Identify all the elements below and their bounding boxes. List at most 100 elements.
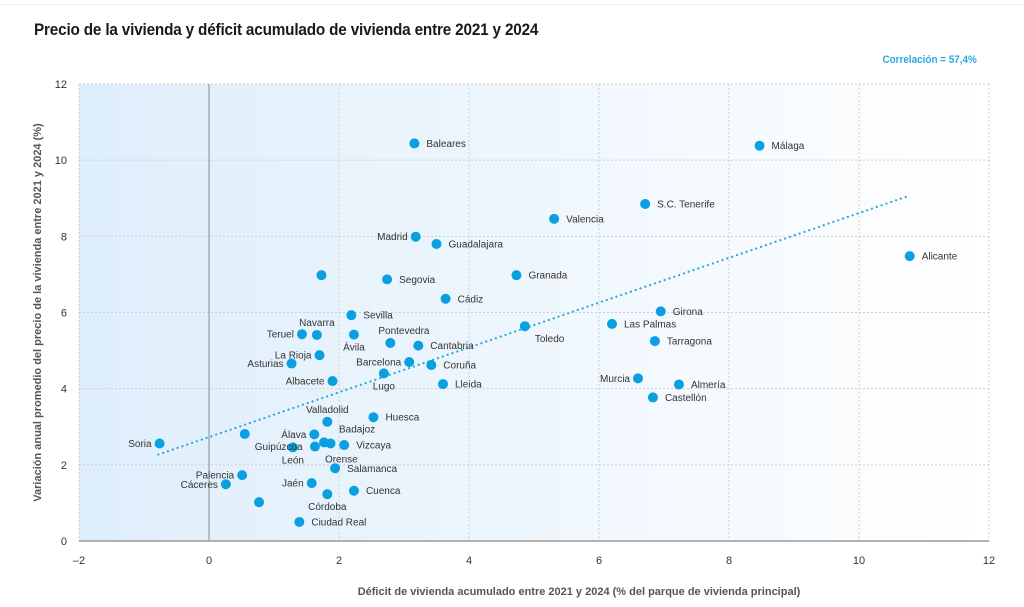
x-tick-label: 6 (596, 555, 602, 567)
data-point (413, 340, 424, 351)
point-label: Alicante (922, 252, 958, 263)
data-point (237, 470, 248, 481)
point-label: S.C. Tenerife (657, 199, 715, 210)
point-label: Albacete (286, 377, 325, 388)
data-point (296, 329, 307, 340)
point-label: Cádiz (458, 294, 484, 305)
data-point (549, 213, 560, 224)
data-point (431, 238, 442, 249)
data-point (754, 140, 765, 151)
point-label: Tarragona (667, 337, 712, 348)
point-label: Las Palmas (624, 319, 676, 330)
data-point (309, 429, 320, 440)
data-point (309, 441, 320, 452)
y-axis-title: Variación anual promedio del precio de l… (32, 123, 44, 502)
data-point (348, 329, 359, 340)
point-label: Palencia (196, 471, 235, 482)
point-label: Segovia (399, 275, 436, 286)
point-label: Lleida (455, 380, 482, 391)
point-label: Girona (673, 307, 703, 318)
data-point (330, 463, 341, 474)
data-point (286, 358, 297, 369)
point-label: Coruña (443, 361, 476, 372)
x-tick-label: 8 (726, 555, 732, 567)
point-label: Castellón (665, 393, 707, 404)
plot-background (79, 84, 989, 541)
point-label: Cuenca (366, 486, 401, 497)
point-label: Toledo (535, 334, 565, 345)
gridlines (78, 83, 990, 541)
data-point (316, 270, 327, 281)
data-point (311, 329, 322, 340)
data-point (633, 373, 643, 384)
axes: –2 0 2 4 6 8 10 12 0 2 4 6 8 10 12 (55, 79, 995, 567)
data-point (647, 392, 658, 403)
y-tick-label: 2 (61, 460, 67, 472)
y-tick-label: 8 (61, 231, 67, 243)
x-tick-label: 10 (853, 555, 865, 567)
data-point (322, 489, 333, 500)
data-point (409, 138, 420, 149)
data-point (519, 321, 530, 332)
point-label: Almería (691, 380, 726, 391)
y-tick-label: 4 (61, 384, 67, 396)
data-point (378, 368, 389, 379)
data-point (339, 440, 350, 451)
data-point (673, 379, 684, 390)
data-point (404, 357, 415, 368)
data-point (154, 438, 165, 449)
x-tick-label: 2 (336, 555, 342, 567)
point-label: Pontevedra (378, 326, 430, 337)
data-point (607, 318, 617, 329)
point-label: Salamanca (347, 464, 397, 475)
point-label: Córdoba (308, 502, 347, 513)
point-label: Madrid (377, 232, 408, 243)
y-tick-label: 6 (61, 308, 67, 320)
point-label: Baleares (426, 139, 465, 150)
data-point (438, 379, 448, 390)
point-label: Álava (281, 428, 306, 441)
point-label: Ávila (343, 341, 365, 354)
data-point (239, 428, 250, 439)
data-point (348, 485, 359, 496)
data-point (294, 516, 305, 527)
point-labels: Baleares Málaga S.C. Tenerife Valencia Madri… (128, 139, 957, 529)
point-label: Huesca (385, 413, 419, 424)
x-tick-label: 12 (983, 555, 995, 567)
x-tick-label: 0 (206, 555, 212, 567)
point-label: Lugo (373, 381, 396, 392)
point-label: La Rioja (275, 351, 312, 362)
data-point (410, 231, 421, 242)
point-label: Soria (128, 439, 152, 450)
data-point (287, 442, 298, 453)
point-label: Málaga (772, 141, 805, 152)
data-point (314, 350, 325, 361)
data-points (154, 138, 915, 527)
chart-title: Precio de la vivienda y déficit acumulad… (34, 20, 539, 39)
x-axis-title: Déficit de vivienda acumulado entre 2021… (358, 586, 801, 598)
data-point (904, 251, 915, 262)
y-tick-label: 10 (55, 155, 67, 167)
point-label: Cantabria (430, 341, 474, 352)
y-tick-label: 12 (55, 79, 67, 91)
data-point (368, 412, 379, 423)
trendline (157, 194, 911, 456)
point-label: León (282, 455, 304, 466)
point-label: Valencia (566, 214, 604, 225)
data-point (385, 337, 396, 348)
data-point (306, 478, 317, 489)
point-label: Guadalajara (449, 239, 504, 250)
top-divider (0, 4, 1024, 5)
data-point (382, 274, 393, 285)
point-label: Valladolid (306, 405, 349, 416)
point-label: Badajoz (339, 424, 375, 435)
data-point (220, 479, 231, 490)
data-point (346, 310, 357, 321)
point-label: Granada (528, 271, 567, 282)
data-point (440, 293, 451, 304)
data-point (254, 497, 265, 508)
data-point (655, 306, 666, 317)
data-point (426, 360, 437, 371)
data-point (511, 270, 522, 281)
